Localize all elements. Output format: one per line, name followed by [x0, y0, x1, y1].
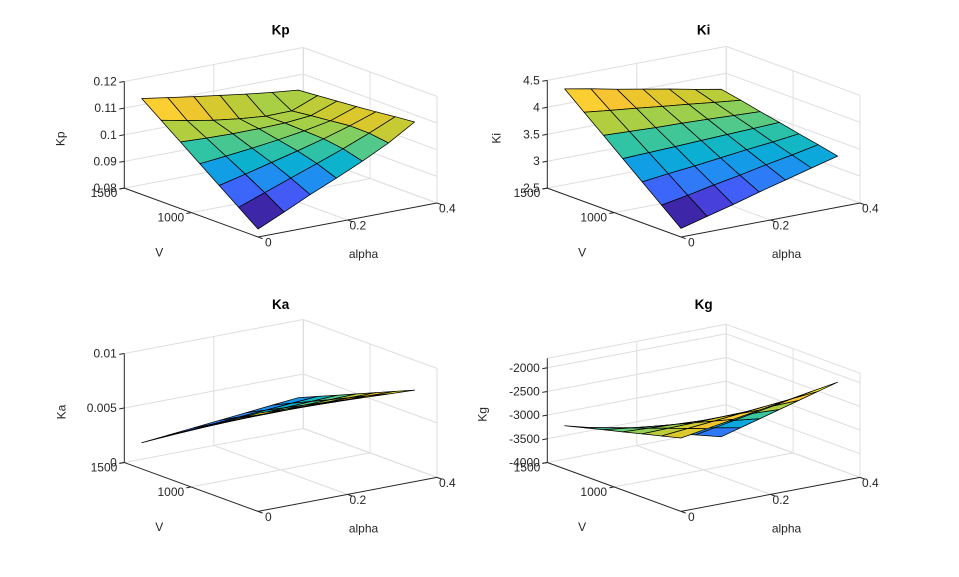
- y-tick-label: 1000: [580, 211, 607, 225]
- x-tick-label: 0.2: [349, 219, 366, 233]
- z-tick-label: 0.08: [93, 181, 117, 195]
- y-axis-label: V: [578, 520, 586, 534]
- z-tick-label: -3000: [509, 408, 540, 422]
- grid-3d: [547, 323, 861, 495]
- axes-3d: [119, 81, 442, 240]
- grid-3d: [124, 319, 438, 495]
- z-tick-label: -2500: [509, 385, 540, 399]
- z-tick-label: 4: [533, 100, 540, 114]
- surface-cell: [661, 194, 708, 229]
- y-tick-label: 1500: [91, 461, 118, 475]
- x-tick-label: 0.4: [439, 476, 456, 490]
- subplot-title: Ka: [272, 297, 290, 312]
- y-tick-label: 1000: [580, 485, 607, 499]
- y-axis-label: V: [578, 246, 586, 260]
- x-axis-label: alpha: [349, 521, 379, 535]
- surface-kp: [141, 89, 415, 230]
- z-tick-label: 3: [533, 154, 540, 168]
- z-tick-label: -2000: [509, 361, 540, 375]
- y-tick-label: 1500: [514, 461, 541, 475]
- surface-cell: [238, 409, 285, 419]
- subplot-kg: 0 0.2 0.4 1000 1500-4000 -3500 -3000 -2500 -2000…: [475, 297, 879, 535]
- x-axis-label: alpha: [772, 521, 802, 535]
- z-tick-label: 3.5: [523, 127, 540, 141]
- x-tick-label: 0.4: [862, 476, 879, 490]
- x-tick-label: 0.2: [772, 219, 789, 233]
- x-tick-label: 0: [265, 510, 272, 524]
- z-tick-label: 0.1: [100, 128, 117, 142]
- x-tick-label: 0: [265, 236, 272, 250]
- x-tick-label: 0.2: [349, 493, 366, 507]
- subplot-title: Kg: [695, 297, 713, 312]
- y-tick-label: 1500: [514, 186, 541, 200]
- z-tick-label: 4.5: [523, 73, 540, 87]
- z-tick-label: 0.11: [94, 101, 117, 115]
- y-axis-label: V: [155, 520, 163, 534]
- subplot-title: Ki: [697, 23, 711, 38]
- x-tick-label: 0.2: [772, 493, 789, 507]
- z-axis-label: Ka: [54, 404, 68, 419]
- z-tick-label: 0: [110, 456, 117, 470]
- z-tick-label: 2.5: [523, 181, 540, 195]
- labels: 0 0.2 0.4 1000 1500-4000 -3500 -3000 -2500 -2000…: [475, 297, 879, 535]
- y-tick-label: 1000: [157, 211, 184, 225]
- surface-cell: [238, 192, 285, 230]
- axes-3d: [119, 353, 442, 514]
- z-tick-label: -4000: [509, 456, 540, 470]
- z-tick-label: 0.01: [93, 347, 117, 361]
- z-axis-label: Ki: [489, 133, 503, 144]
- z-tick-label: 0.005: [87, 401, 117, 415]
- x-axis-label: alpha: [349, 247, 379, 261]
- x-tick-label: 0: [688, 236, 695, 250]
- z-tick-label: 0.09: [93, 154, 117, 168]
- x-tick-label: 0: [688, 510, 695, 524]
- z-tick-label: 0.12: [93, 75, 117, 89]
- surface-ka: [141, 389, 415, 444]
- y-tick-label: 1500: [91, 186, 118, 200]
- z-axis-label: Kp: [53, 131, 67, 146]
- axes-3d: [542, 79, 865, 240]
- surface-ki: [564, 88, 838, 229]
- z-tick-label: -3500: [509, 432, 540, 446]
- surface-kg: [564, 381, 838, 439]
- z-axis-label: Kg: [475, 407, 489, 422]
- y-tick-label: 1000: [157, 485, 184, 499]
- y-axis-label: V: [155, 246, 163, 260]
- subplot-title: Kp: [272, 23, 290, 38]
- x-tick-label: 0.4: [439, 202, 456, 216]
- x-tick-label: 0.4: [862, 202, 879, 216]
- surface-cell: [661, 428, 708, 439]
- x-axis-label: alpha: [772, 247, 802, 261]
- axes-3d: [542, 358, 865, 514]
